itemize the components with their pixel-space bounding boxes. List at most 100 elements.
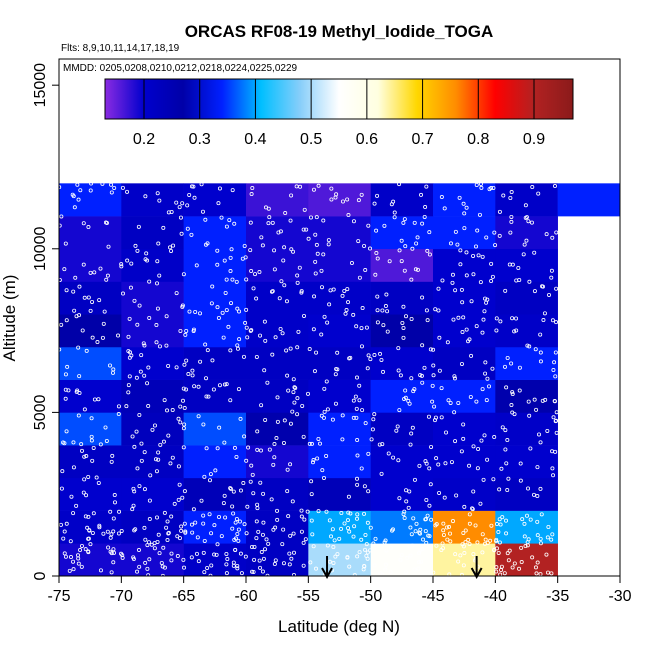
sample-point <box>181 557 186 562</box>
heatmap-cell <box>121 379 184 413</box>
sample-point <box>409 316 414 321</box>
sample-point <box>68 555 73 560</box>
sample-point <box>444 525 449 530</box>
sample-point <box>288 346 293 351</box>
sample-point <box>313 259 318 264</box>
sample-point <box>424 540 429 545</box>
sample-point <box>310 532 315 537</box>
sample-point <box>146 540 151 545</box>
sample-point <box>81 262 86 267</box>
sample-point <box>98 266 103 271</box>
sample-point <box>381 369 386 374</box>
sample-point <box>401 335 406 340</box>
sample-point <box>282 418 287 423</box>
sample-point <box>224 224 229 229</box>
sample-point <box>189 184 194 189</box>
sample-point <box>257 270 262 275</box>
sample-point <box>357 275 362 280</box>
sample-point <box>424 184 429 189</box>
sample-point <box>321 475 326 480</box>
sample-point <box>158 442 163 447</box>
sample-point <box>401 304 406 309</box>
sample-point <box>147 498 152 503</box>
colorbar-tick-label: 0.5 <box>300 131 322 148</box>
sample-point <box>535 465 540 470</box>
sample-point <box>475 540 480 545</box>
heatmap-cell <box>557 183 620 217</box>
sample-point <box>285 373 290 378</box>
sample-point <box>425 318 430 323</box>
sample-point <box>456 400 461 405</box>
sample-point <box>299 290 304 295</box>
sample-point <box>89 438 94 443</box>
sample-point <box>64 288 69 293</box>
sample-point <box>371 541 376 546</box>
sample-point <box>478 501 483 506</box>
x-tick-label: -50 <box>359 588 382 605</box>
sample-point <box>287 551 292 556</box>
heatmap-cell <box>495 445 558 479</box>
sample-point <box>152 423 157 428</box>
sample-point <box>76 197 81 202</box>
sample-point <box>379 357 384 362</box>
sample-point <box>467 512 472 517</box>
heatmap-cell <box>370 412 434 446</box>
sample-point <box>532 397 537 402</box>
sample-point <box>345 287 350 292</box>
sample-point <box>314 242 319 247</box>
sample-point <box>420 547 425 552</box>
sample-point <box>514 328 519 333</box>
sample-point <box>174 291 179 296</box>
sample-point <box>126 334 131 339</box>
sample-point <box>285 489 290 494</box>
sample-point <box>333 372 338 377</box>
sample-point <box>108 509 113 514</box>
sample-point <box>399 238 404 243</box>
heatmap-cell <box>59 314 122 348</box>
sample-point <box>428 347 433 352</box>
sample-point <box>180 201 185 206</box>
sample-point <box>107 363 112 368</box>
sample-point <box>316 183 321 188</box>
sample-point <box>314 566 319 571</box>
sample-point <box>417 463 422 468</box>
sample-point <box>384 292 389 297</box>
sample-point <box>478 182 483 187</box>
sample-point <box>306 391 311 396</box>
sample-point <box>73 275 78 280</box>
sample-point <box>108 535 113 540</box>
sample-point <box>355 476 360 481</box>
sample-point <box>212 552 217 557</box>
sample-point <box>462 211 467 216</box>
sample-point <box>149 542 154 547</box>
heatmap-cell <box>183 314 247 348</box>
sample-point <box>157 198 162 203</box>
sample-point <box>281 527 286 532</box>
sample-point <box>124 404 129 409</box>
sample-point <box>91 511 96 516</box>
heatmap-cell <box>246 445 309 479</box>
sample-point <box>518 461 523 466</box>
sample-point <box>74 314 79 319</box>
sample-point <box>464 205 469 210</box>
sample-point <box>292 385 297 390</box>
sample-point <box>156 457 161 462</box>
sample-point <box>380 308 385 313</box>
sample-point <box>454 493 459 498</box>
sample-point <box>272 455 277 460</box>
sample-point <box>227 218 232 223</box>
sample-point <box>62 529 67 534</box>
sample-point <box>533 565 538 570</box>
sample-point <box>162 510 167 515</box>
y-tick-label: 10000 <box>32 226 49 271</box>
sample-point <box>535 519 540 524</box>
sample-point <box>365 550 370 555</box>
sample-point <box>431 570 436 575</box>
sample-point <box>201 550 206 555</box>
sample-point <box>431 373 436 378</box>
sample-point <box>248 248 253 253</box>
sample-point <box>75 182 80 187</box>
sample-point <box>286 514 291 519</box>
sample-point <box>493 243 498 248</box>
sample-point <box>487 384 492 389</box>
